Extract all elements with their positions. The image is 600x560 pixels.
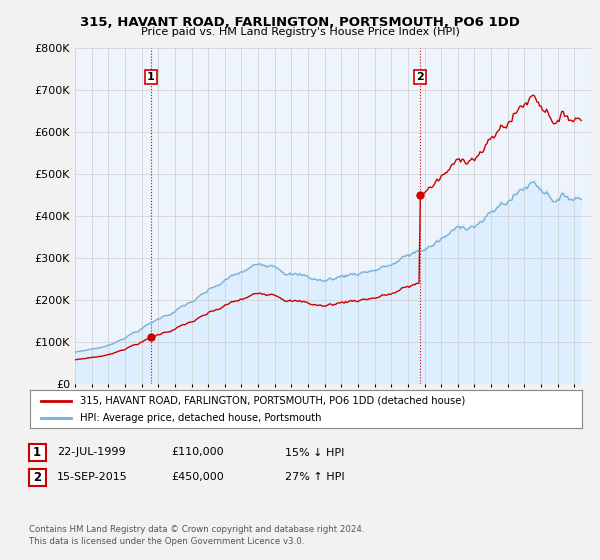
Text: 15-SEP-2015: 15-SEP-2015 <box>57 472 128 482</box>
Text: 315, HAVANT ROAD, FARLINGTON, PORTSMOUTH, PO6 1DD (detached house): 315, HAVANT ROAD, FARLINGTON, PORTSMOUTH… <box>80 396 465 406</box>
Text: Price paid vs. HM Land Registry's House Price Index (HPI): Price paid vs. HM Land Registry's House … <box>140 27 460 37</box>
Text: £110,000: £110,000 <box>171 447 224 458</box>
Text: 27% ↑ HPI: 27% ↑ HPI <box>285 472 344 482</box>
Text: 2: 2 <box>416 72 424 82</box>
Text: 15% ↓ HPI: 15% ↓ HPI <box>285 447 344 458</box>
Text: 1: 1 <box>147 72 155 82</box>
Text: 22-JUL-1999: 22-JUL-1999 <box>57 447 125 458</box>
Text: 1: 1 <box>33 446 41 459</box>
Text: HPI: Average price, detached house, Portsmouth: HPI: Average price, detached house, Port… <box>80 413 321 423</box>
Text: 2: 2 <box>33 470 41 484</box>
Text: £450,000: £450,000 <box>171 472 224 482</box>
Text: 315, HAVANT ROAD, FARLINGTON, PORTSMOUTH, PO6 1DD: 315, HAVANT ROAD, FARLINGTON, PORTSMOUTH… <box>80 16 520 29</box>
Text: Contains HM Land Registry data © Crown copyright and database right 2024.
This d: Contains HM Land Registry data © Crown c… <box>29 525 364 546</box>
